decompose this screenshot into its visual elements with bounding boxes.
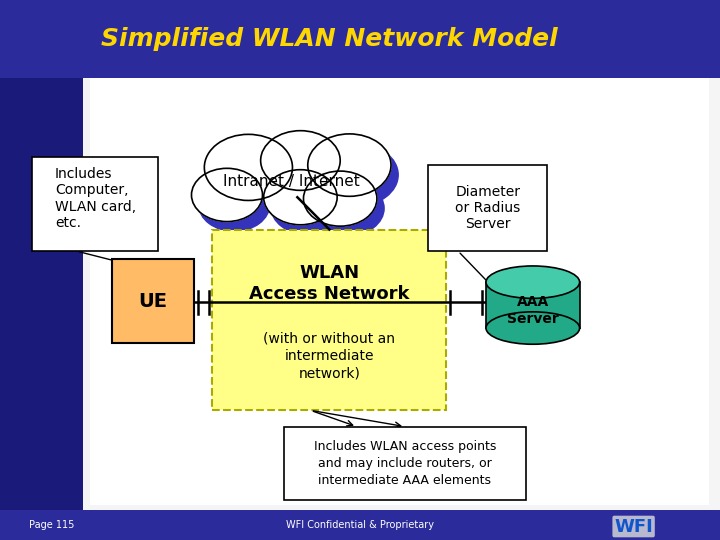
Text: Includes
Computer,
WLAN card,
etc.: Includes Computer, WLAN card, etc. <box>55 167 136 230</box>
Text: WLAN
Access Network: WLAN Access Network <box>249 265 410 303</box>
Polygon shape <box>0 0 720 78</box>
Circle shape <box>264 170 337 225</box>
Circle shape <box>271 179 344 234</box>
Circle shape <box>199 178 270 231</box>
FancyBboxPatch shape <box>112 259 194 343</box>
Circle shape <box>304 171 377 226</box>
Circle shape <box>268 140 347 200</box>
Polygon shape <box>90 78 709 505</box>
Text: WFI Confidential & Proprietary: WFI Confidential & Proprietary <box>286 520 434 530</box>
Circle shape <box>204 134 292 200</box>
Polygon shape <box>0 510 720 540</box>
Text: AAA
Server: AAA Server <box>507 295 559 326</box>
Circle shape <box>192 168 263 221</box>
Circle shape <box>212 144 300 210</box>
Polygon shape <box>486 282 580 328</box>
Circle shape <box>307 134 391 197</box>
Polygon shape <box>83 76 720 510</box>
Circle shape <box>261 131 341 190</box>
FancyBboxPatch shape <box>212 230 446 410</box>
Circle shape <box>310 181 384 236</box>
Circle shape <box>315 144 398 206</box>
Text: UE: UE <box>138 292 168 310</box>
Text: Simplified WLAN Network Model: Simplified WLAN Network Model <box>101 27 557 51</box>
Text: Page 115: Page 115 <box>29 520 74 530</box>
Text: Intranet / Internet: Intranet / Internet <box>223 174 359 188</box>
FancyBboxPatch shape <box>284 427 526 500</box>
FancyBboxPatch shape <box>32 157 158 251</box>
Ellipse shape <box>486 266 580 298</box>
Text: WFI: WFI <box>614 517 653 536</box>
Text: Includes WLAN access points
and may include routers, or
intermediate AAA element: Includes WLAN access points and may incl… <box>314 440 496 487</box>
Text: (with or without an
intermediate
network): (with or without an intermediate network… <box>264 332 395 380</box>
Ellipse shape <box>486 312 580 345</box>
Text: Diameter
or Radius
Server: Diameter or Radius Server <box>455 185 521 231</box>
Polygon shape <box>0 76 83 540</box>
FancyBboxPatch shape <box>428 165 547 251</box>
